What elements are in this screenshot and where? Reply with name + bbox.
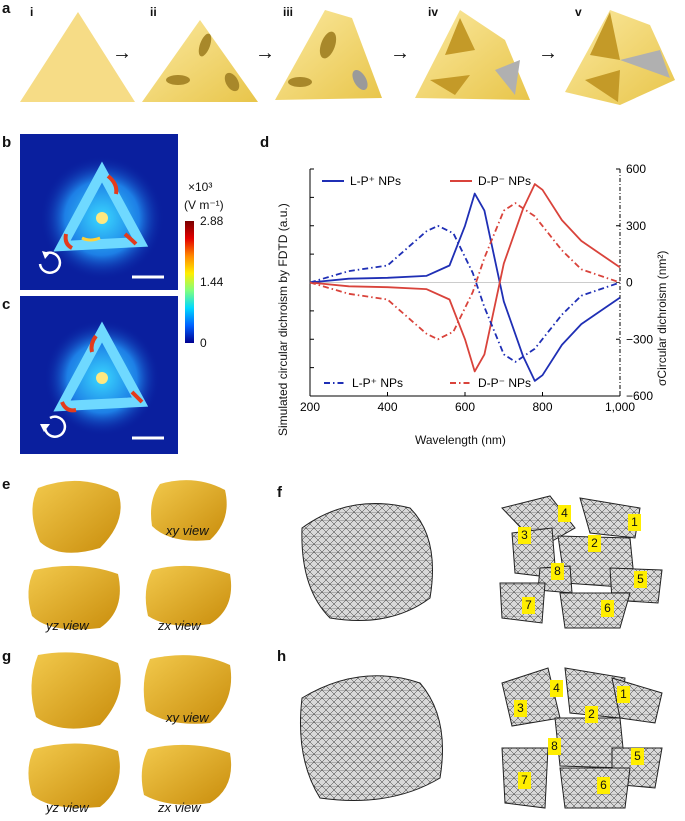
step-v-label: v (575, 5, 582, 19)
region-number-8-h: 8 (548, 738, 561, 755)
colorbar-title-unit: (V m⁻¹) (184, 198, 224, 212)
y2-tick-label: 0 (626, 276, 633, 290)
x-tick-label: 200 (300, 400, 320, 414)
panel-c-label: c (2, 296, 11, 313)
model-views-e (28, 480, 232, 630)
region-number-7-h: 7 (518, 772, 531, 789)
step-i-label: i (30, 5, 34, 19)
colorbar-min-tick: 0 (200, 336, 207, 350)
step-iii-label: iii (283, 5, 294, 19)
nanoparticle-ii (142, 20, 258, 102)
y2-tick-label: 300 (626, 219, 646, 233)
legend-top-label-0: L-P⁺ NPs (350, 174, 401, 188)
arrow-iv-v: → (538, 42, 558, 64)
region-number-5-h: 5 (631, 748, 644, 765)
model-views-g (28, 652, 232, 808)
nanoparticle-iii (275, 10, 382, 100)
x-tick-label: 1,000 (605, 400, 635, 414)
x-tick-label: 800 (532, 400, 552, 414)
region-number-3-f: 3 (518, 527, 531, 544)
view-label-zx-e: zx view (158, 618, 201, 633)
region-number-4-h: 4 (550, 680, 563, 697)
panel-e-label: e (2, 476, 11, 493)
colorbar-title-exponent: ×10³ (188, 180, 213, 194)
growth-sequence-illustration (20, 10, 675, 105)
step-ii-label: ii (150, 5, 157, 19)
arrow-i-ii: → (112, 42, 132, 64)
nanoparticle-v (565, 10, 675, 105)
region-number-7-f: 7 (522, 597, 535, 614)
x-tick-label: 600 (455, 400, 475, 414)
step-iv-label: iv (428, 5, 439, 19)
nanoparticle-iv (415, 10, 530, 100)
view-label-zx-g: zx view (158, 800, 201, 815)
region-number-1-f: 1 (628, 514, 641, 531)
x-tick-label: 400 (377, 400, 397, 414)
field-map-b (20, 134, 178, 290)
colorbar-max-tick: 2.88 (200, 214, 224, 228)
arrow-ii-iii: → (255, 42, 275, 64)
view-label-yz-e: yz view (46, 618, 89, 633)
series-line-1 (309, 183, 621, 373)
region-number-5-f: 5 (634, 571, 647, 588)
legend-top-label-1: D-P⁻ NPs (478, 174, 531, 188)
view-label-xy-e: xy view (166, 523, 209, 538)
panel-f-label: f (277, 484, 282, 501)
view-label-xy-g: xy view (166, 710, 209, 725)
region-number-3-h: 3 (514, 700, 527, 717)
y2-tick-label: −600 (626, 389, 653, 403)
region-number-8-f: 8 (551, 563, 564, 580)
colorbar-mid-tick: 1.44 (200, 275, 224, 289)
panel-d-label: d (260, 134, 270, 151)
region-number-2-f: 2 (588, 535, 601, 552)
panel-g-label: g (2, 648, 12, 665)
mesh-model-f (301, 495, 663, 629)
legend-bottom-label-1: D-P⁻ NPs (478, 376, 531, 390)
region-number-1-h: 1 (617, 686, 630, 703)
arrow-iii-iv: → (390, 42, 410, 64)
y2-tick-label: 600 (626, 162, 646, 176)
field-map-c (20, 296, 178, 454)
chart-x-axis-label: Wavelength (nm) (415, 433, 506, 447)
colorbar (185, 221, 194, 343)
series-line-0 (309, 192, 621, 382)
series-line-3 (309, 202, 621, 341)
region-number-4-f: 4 (558, 505, 571, 522)
panel-h-label: h (277, 648, 287, 665)
region-number-6-h: 6 (597, 777, 610, 794)
cd-chart: 200 400 600 800 1,000 600 300 0 −300 −600 L-P⁺ NPs… (300, 162, 653, 414)
legend-bottom-label-0: L-P⁺ NPs (352, 376, 403, 390)
panel-b-label: b (2, 134, 12, 151)
view-label-yz-g: yz view (46, 800, 89, 815)
triangular-plate-i (20, 12, 135, 102)
mesh-model-h (300, 667, 663, 809)
region-number-2-h: 2 (585, 706, 598, 723)
region-number-6-f: 6 (601, 600, 614, 617)
series-line-2 (309, 224, 621, 363)
y2-tick-label: −300 (626, 332, 653, 346)
panel-a-label: a (2, 0, 11, 17)
